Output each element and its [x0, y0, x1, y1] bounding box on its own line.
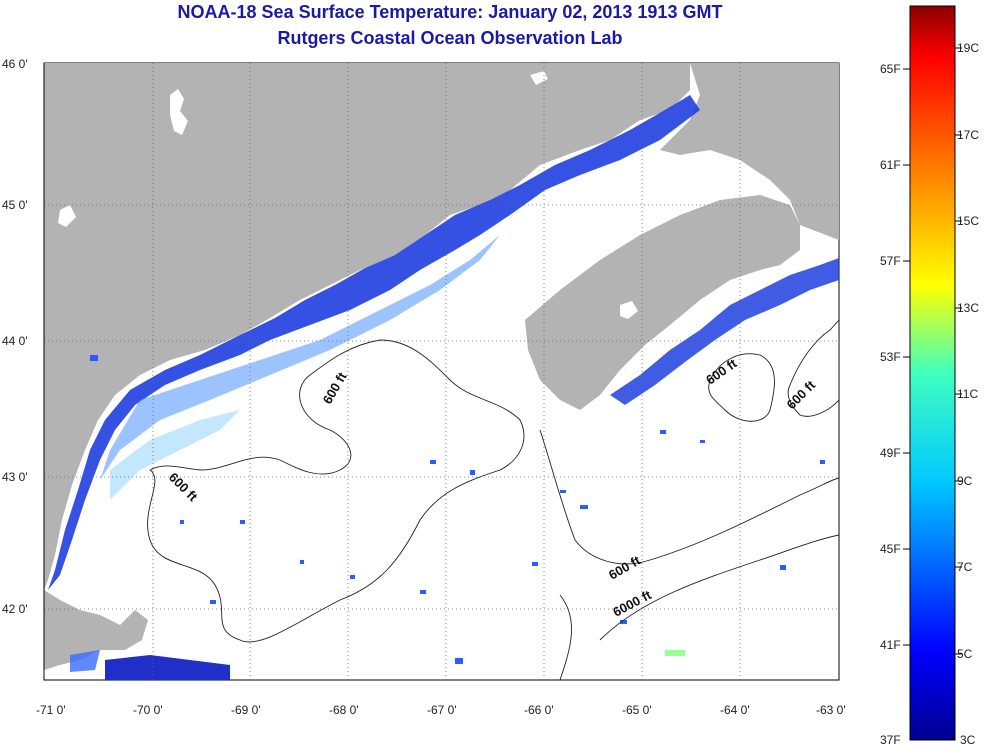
lake: [620, 301, 638, 319]
colorbar-c-label: 7C: [957, 560, 973, 574]
colorbar-c-label: 9C: [957, 474, 973, 488]
lon-label: -69 0': [231, 703, 261, 717]
lon-label: -64 0': [720, 703, 750, 717]
sst-nova-scotia-band: [610, 258, 839, 405]
sst-coastal-band: [48, 95, 700, 590]
colorbar-f-label: 57F: [880, 254, 901, 268]
lat-label: 43 0': [2, 470, 28, 484]
lon-label: -67 0': [427, 703, 457, 717]
lake: [170, 89, 188, 135]
lat-label: 45 0': [2, 198, 28, 212]
lon-label: -71 0': [36, 703, 66, 717]
land-cape-cod: [44, 590, 148, 670]
sst-scattered-pixels: [90, 355, 825, 664]
lon-label: -70 0': [133, 703, 163, 717]
colorbar-f-label: 45F: [880, 542, 901, 556]
colorbar-c-label: 17C: [957, 128, 979, 142]
lake: [58, 205, 76, 227]
colorbar-c-label: 15C: [957, 214, 979, 228]
lake: [530, 71, 548, 85]
colorbar-f-label: 41F: [880, 638, 901, 652]
colorbar-c-label: 3C: [960, 733, 976, 747]
land-new-england: [44, 63, 690, 590]
colorbar-c-label: 19C: [957, 41, 979, 55]
lon-label: -63 0': [816, 703, 846, 717]
land-cape-breton: [750, 63, 839, 105]
land-nova-scotia: [525, 195, 800, 410]
sst-warm-patch: [665, 650, 685, 656]
graticule: [44, 63, 839, 680]
lat-label: 46 0': [2, 57, 28, 71]
colorbar-ticks: [903, 47, 962, 655]
lon-label: -65 0': [622, 703, 652, 717]
colorbar-c-label: 13C: [957, 301, 979, 315]
colorbar: [909, 5, 956, 741]
colorbar-f-label: 61F: [880, 158, 901, 172]
map-subtitle: Rutgers Coastal Ocean Observation Lab: [277, 28, 623, 48]
colorbar-c-label: 5C: [957, 647, 973, 661]
sst-cape-cod-water: [70, 650, 100, 672]
map-title: NOAA-18 Sea Surface Temperature: January…: [177, 2, 723, 22]
lat-label: 44 0': [2, 334, 28, 348]
colorbar-c-label: 11C: [957, 387, 978, 401]
lon-label: -68 0': [329, 703, 359, 717]
sst-cape-cod-water: [105, 655, 230, 680]
land-new-brunswick: [660, 63, 839, 240]
bathymetry-contours: [147, 319, 839, 680]
colorbar-f-label: 49F: [880, 446, 901, 460]
colorbar-f-label: 37F: [880, 733, 901, 747]
lon-label: -66 0': [524, 703, 554, 717]
colorbar-f-label: 53F: [880, 350, 901, 364]
colorbar-f-label: 65F: [880, 62, 901, 76]
lat-label: 42 0': [2, 602, 28, 616]
